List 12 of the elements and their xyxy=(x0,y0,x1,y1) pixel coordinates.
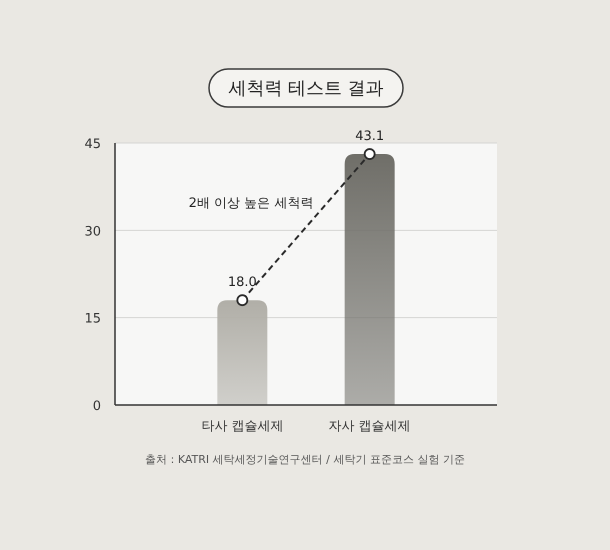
y-tick-label: 45 xyxy=(84,137,101,152)
title: 세척력 테스트 결과 xyxy=(208,68,404,108)
annotation: 2배 이상 높은 세척력 xyxy=(188,196,314,212)
y-tick-label: 15 xyxy=(84,312,101,327)
chart-title: 세척력 테스트 결과 xyxy=(228,78,384,99)
source-note: 출처 : KATRI 세탁세정기술연구센터 / 세탁기 표준코스 실험 기준 xyxy=(145,453,465,466)
data-label: 43.1 xyxy=(355,129,384,144)
y-tick-label: 0 xyxy=(92,399,101,414)
y-tick-label: 30 xyxy=(84,224,101,240)
x-tick-label: 자사 캡슐세제 xyxy=(328,419,411,434)
x-tick-label: 타사 캡슐세제 xyxy=(201,419,284,434)
data-label: 18.0 xyxy=(228,275,257,290)
